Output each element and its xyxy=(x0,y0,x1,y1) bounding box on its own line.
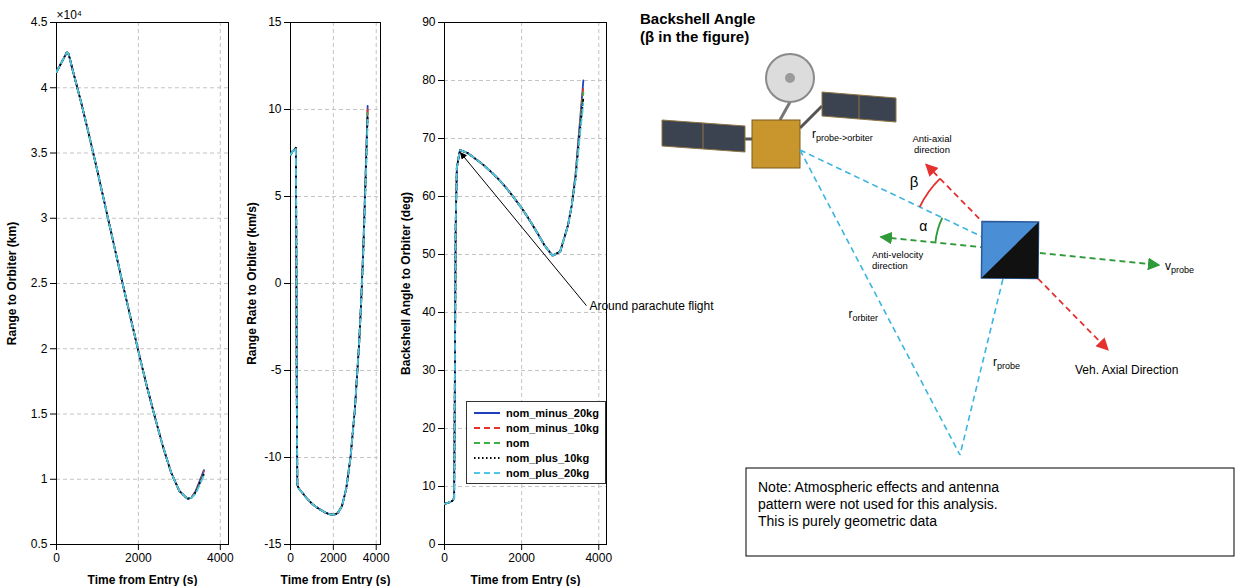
svg-text:vprobe: vprobe xyxy=(1165,259,1194,275)
svg-text:30: 30 xyxy=(422,363,436,377)
svg-text:2000: 2000 xyxy=(320,551,347,565)
svg-text:Time from Entry (s): Time from Entry (s) xyxy=(471,573,581,586)
html-text:nom_minus_10kg: nom_minus_10kg xyxy=(506,421,599,434)
svg-text:50: 50 xyxy=(422,247,436,261)
svg-text:4000: 4000 xyxy=(363,551,390,565)
svg-text:0: 0 xyxy=(53,551,60,565)
svg-text:10: 10 xyxy=(268,102,282,116)
svg-text:2000: 2000 xyxy=(508,551,535,565)
svg-text:Note: Atmospheric effects and: Note: Atmospheric effects and antennapat… xyxy=(758,479,999,529)
svg-text:3.5: 3.5 xyxy=(31,146,48,160)
svg-text:20: 20 xyxy=(422,421,436,435)
svg-text:0: 0 xyxy=(275,276,282,290)
svg-text:α: α xyxy=(919,218,927,234)
svg-text:Backshell Angle to Orbiter (de: Backshell Angle to Orbiter (deg) xyxy=(399,192,413,375)
svg-text:Backshell Angle(β in the figur: Backshell Angle(β in the figure) xyxy=(640,10,755,45)
svg-text:4000: 4000 xyxy=(585,551,612,565)
svg-text:Range to Orbiter (km): Range to Orbiter (km) xyxy=(5,222,19,345)
svg-text:rprobe: rprobe xyxy=(993,355,1020,371)
svg-text:Time from Entry (s): Time from Entry (s) xyxy=(281,573,391,586)
svg-text:5: 5 xyxy=(275,189,282,203)
html-text:nom_minus_20kg: nom_minus_20kg xyxy=(506,406,599,419)
svg-text:Time from Entry (s): Time from Entry (s) xyxy=(88,573,198,586)
svg-text:2.5: 2.5 xyxy=(31,276,48,290)
svg-text:Veh. Axial Direction: Veh. Axial Direction xyxy=(1075,363,1178,377)
svg-text:rorbiter: rorbiter xyxy=(848,307,878,323)
svg-text:1.5: 1.5 xyxy=(31,407,48,421)
svg-text:Anti-velocitydirection: Anti-velocitydirection xyxy=(872,249,923,271)
svg-text:80: 80 xyxy=(422,73,436,87)
svg-text:0: 0 xyxy=(429,537,436,551)
svg-text:-5: -5 xyxy=(271,363,282,377)
html-text:nom_plus_10kg: nom_plus_10kg xyxy=(506,451,590,464)
svg-text:4.5: 4.5 xyxy=(31,15,48,29)
svg-text:0: 0 xyxy=(287,551,294,565)
html-text:nom_plus_20kg: nom_plus_20kg xyxy=(506,466,590,479)
svg-text:15: 15 xyxy=(268,15,282,29)
svg-text:4: 4 xyxy=(41,81,48,95)
svg-text:2: 2 xyxy=(41,342,48,356)
svg-text:β: β xyxy=(910,173,919,190)
svg-text:1: 1 xyxy=(41,472,48,486)
svg-text:40: 40 xyxy=(422,305,436,319)
svg-text:0.5: 0.5 xyxy=(31,537,48,551)
html-text:nom: nom xyxy=(506,436,530,449)
svg-text:rprobe->orbiter: rprobe->orbiter xyxy=(812,127,873,143)
svg-text:10: 10 xyxy=(422,479,436,493)
svg-text:70: 70 xyxy=(422,131,436,145)
svg-text:-10: -10 xyxy=(264,450,282,464)
svg-text:Around parachute flight: Around parachute flight xyxy=(589,298,714,313)
svg-text:3: 3 xyxy=(41,211,48,225)
svg-text:Anti-axialdirection: Anti-axialdirection xyxy=(912,133,951,155)
svg-text:2000: 2000 xyxy=(125,551,152,565)
svg-text:90: 90 xyxy=(422,15,436,29)
svg-text:Range Rate to Orbiter (km/s): Range Rate to Orbiter (km/s) xyxy=(245,202,259,365)
svg-text:×10⁴: ×10⁴ xyxy=(57,8,83,22)
svg-text:-15: -15 xyxy=(264,537,282,551)
svg-text:60: 60 xyxy=(422,189,436,203)
svg-text:0: 0 xyxy=(441,551,448,565)
svg-text:4000: 4000 xyxy=(207,551,234,565)
